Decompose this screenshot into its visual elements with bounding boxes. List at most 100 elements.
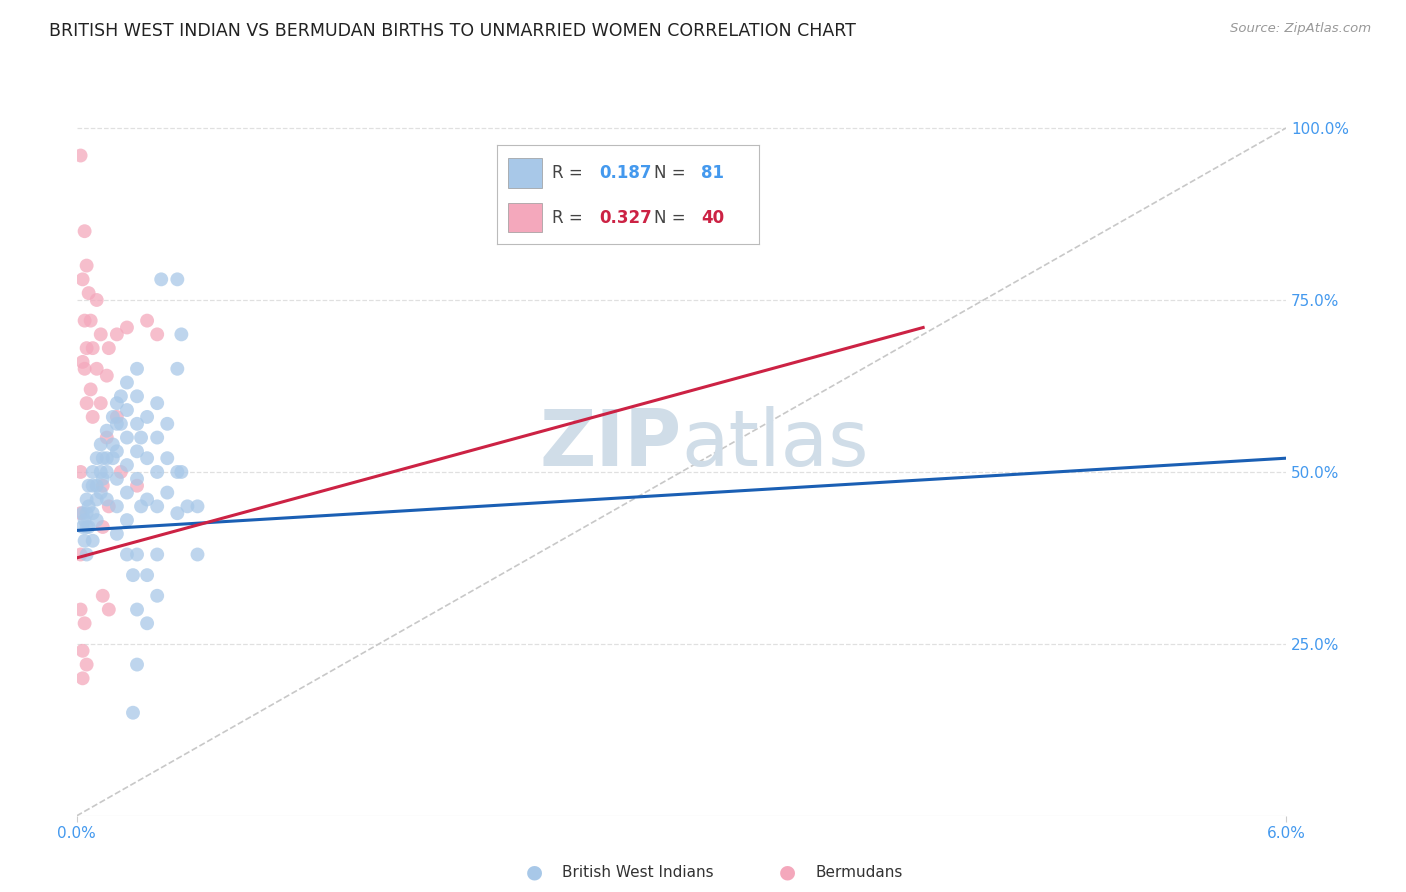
Point	[170, 327, 193, 342]
Point	[72, 520, 94, 534]
Point	[79, 383, 101, 397]
Point	[76, 506, 98, 520]
Point	[86, 479, 108, 493]
Point	[91, 589, 114, 603]
Text: ●: ●	[779, 863, 796, 882]
Point	[122, 568, 145, 582]
Point	[76, 396, 98, 410]
FancyBboxPatch shape	[508, 202, 541, 233]
Point	[97, 602, 120, 616]
Text: 0.327: 0.327	[599, 209, 652, 227]
Point	[176, 500, 198, 514]
Point	[122, 706, 145, 720]
Point	[125, 361, 148, 376]
Point	[82, 409, 104, 424]
Point	[77, 286, 100, 301]
Text: ●: ●	[526, 863, 543, 882]
Text: Source: ZipAtlas.com: Source: ZipAtlas.com	[1230, 22, 1371, 36]
Text: British West Indians: British West Indians	[562, 865, 714, 880]
Point	[136, 568, 159, 582]
Point	[170, 465, 193, 479]
Point	[91, 479, 114, 493]
Point	[96, 465, 118, 479]
Point	[110, 417, 132, 431]
Point	[72, 644, 94, 658]
Point	[72, 272, 94, 286]
Point	[146, 500, 169, 514]
Point	[125, 479, 148, 493]
Point	[86, 293, 108, 307]
Point	[136, 313, 159, 327]
Point	[90, 485, 112, 500]
Point	[110, 389, 132, 403]
Point	[86, 513, 108, 527]
Point	[82, 465, 104, 479]
Point	[82, 533, 104, 548]
Point	[86, 361, 108, 376]
Point	[96, 424, 118, 438]
Point	[69, 465, 91, 479]
Text: 81: 81	[702, 164, 724, 182]
Point	[105, 327, 128, 342]
Point	[72, 671, 94, 685]
Point	[76, 259, 98, 273]
Point	[115, 458, 138, 472]
Point	[156, 417, 179, 431]
Point	[146, 327, 169, 342]
Point	[166, 272, 188, 286]
Text: atlas: atlas	[682, 407, 869, 483]
Point	[105, 500, 128, 514]
Point	[76, 657, 98, 672]
Point	[96, 451, 118, 466]
Text: 0.187: 0.187	[599, 164, 652, 182]
Point	[73, 513, 96, 527]
Point	[91, 451, 114, 466]
Text: N =: N =	[654, 209, 690, 227]
Point	[115, 548, 138, 562]
Point	[166, 506, 188, 520]
Text: Bermudans: Bermudans	[815, 865, 903, 880]
Point	[76, 341, 98, 355]
Point	[69, 548, 91, 562]
Point	[105, 417, 128, 431]
Point	[90, 465, 112, 479]
Point	[97, 341, 120, 355]
Point	[105, 396, 128, 410]
Point	[146, 589, 169, 603]
Text: 40: 40	[702, 209, 724, 227]
Point	[76, 520, 98, 534]
Point	[115, 485, 138, 500]
Point	[166, 361, 188, 376]
Point	[136, 492, 159, 507]
Point	[82, 479, 104, 493]
Point	[101, 437, 124, 451]
Point	[72, 506, 94, 520]
Point	[110, 465, 132, 479]
Point	[105, 472, 128, 486]
Point	[146, 396, 169, 410]
Point	[77, 520, 100, 534]
Point	[150, 272, 173, 286]
Point	[86, 451, 108, 466]
Point	[90, 396, 112, 410]
Point	[166, 465, 188, 479]
Text: BRITISH WEST INDIAN VS BERMUDAN BIRTHS TO UNMARRIED WOMEN CORRELATION CHART: BRITISH WEST INDIAN VS BERMUDAN BIRTHS T…	[49, 22, 856, 40]
Point	[86, 492, 108, 507]
Point	[186, 500, 208, 514]
Point	[146, 431, 169, 445]
Point	[105, 444, 128, 458]
Point	[77, 479, 100, 493]
Point	[96, 368, 118, 383]
Point	[156, 451, 179, 466]
Point	[129, 500, 152, 514]
Point	[90, 437, 112, 451]
Point	[136, 616, 159, 631]
Point	[82, 506, 104, 520]
Point	[129, 431, 152, 445]
Point	[115, 513, 138, 527]
Text: N =: N =	[654, 164, 690, 182]
Text: ZIP: ZIP	[538, 407, 682, 483]
Point	[125, 472, 148, 486]
Point	[79, 313, 101, 327]
Point	[125, 602, 148, 616]
